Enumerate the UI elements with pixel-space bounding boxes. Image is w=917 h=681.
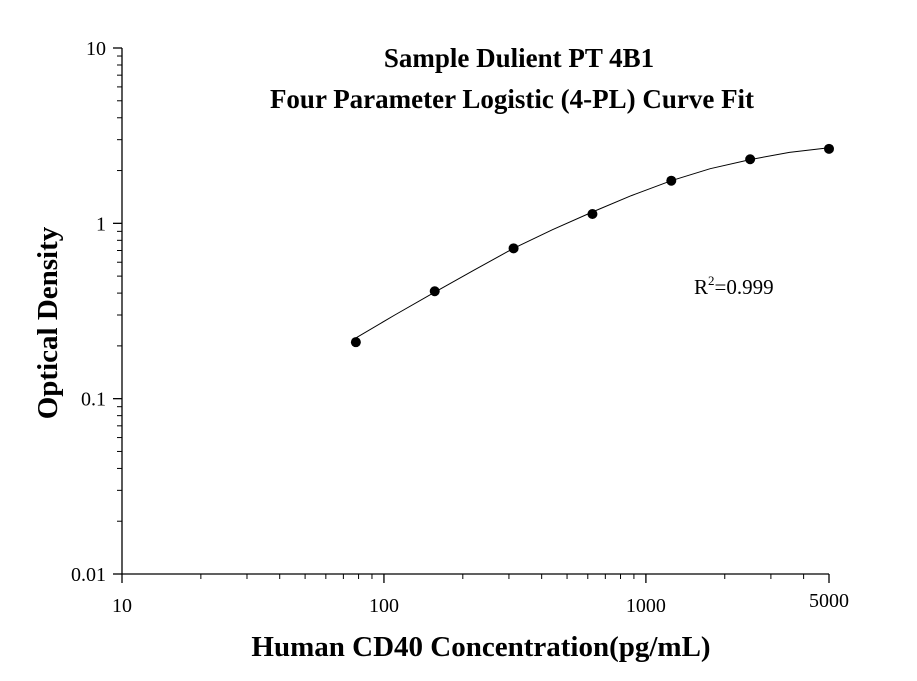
y-axis-label: Optical Density [32, 226, 64, 419]
r-squared-superscript: 2 [708, 273, 715, 288]
chart-title-line-2: Four Parameter Logistic (4-PL) Curve Fit [270, 84, 754, 114]
chart-title-line-1: Sample Dulient PT 4B1 [384, 43, 654, 73]
x-ticks: 10 100 1000 5000 [112, 574, 849, 617]
data-point [508, 243, 519, 254]
x-axis-label: Human CD40 Concentration(pg/mL) [251, 631, 710, 663]
data-point [666, 175, 677, 186]
y-tick-label: 1 [96, 213, 106, 235]
data-point [429, 286, 440, 297]
axes [121, 48, 829, 575]
fit-curve-line [355, 147, 830, 339]
y-tick-label: 10 [86, 38, 106, 60]
r-squared-value: =0.999 [715, 275, 774, 299]
y-tick-label: 0.1 [81, 389, 106, 411]
r-squared-annotation: R2=0.999 [694, 273, 774, 299]
y-ticks: 0.01 0.1 1 10 [71, 38, 122, 586]
x-tick-label: 100 [369, 595, 399, 617]
data-points [350, 143, 834, 348]
x-tick-label: 1000 [626, 595, 666, 617]
data-point [350, 337, 361, 348]
data-point [745, 154, 756, 165]
data-point [587, 209, 598, 220]
y-tick-label: 0.01 [71, 564, 106, 586]
r-squared-prefix: R [694, 275, 708, 299]
x-tick-label: 10 [112, 595, 132, 617]
data-point [824, 143, 834, 154]
x-tick-label: 5000 [809, 590, 849, 612]
chart-title: Sample Dulient PT 4B1 Four Parameter Log… [270, 43, 754, 114]
